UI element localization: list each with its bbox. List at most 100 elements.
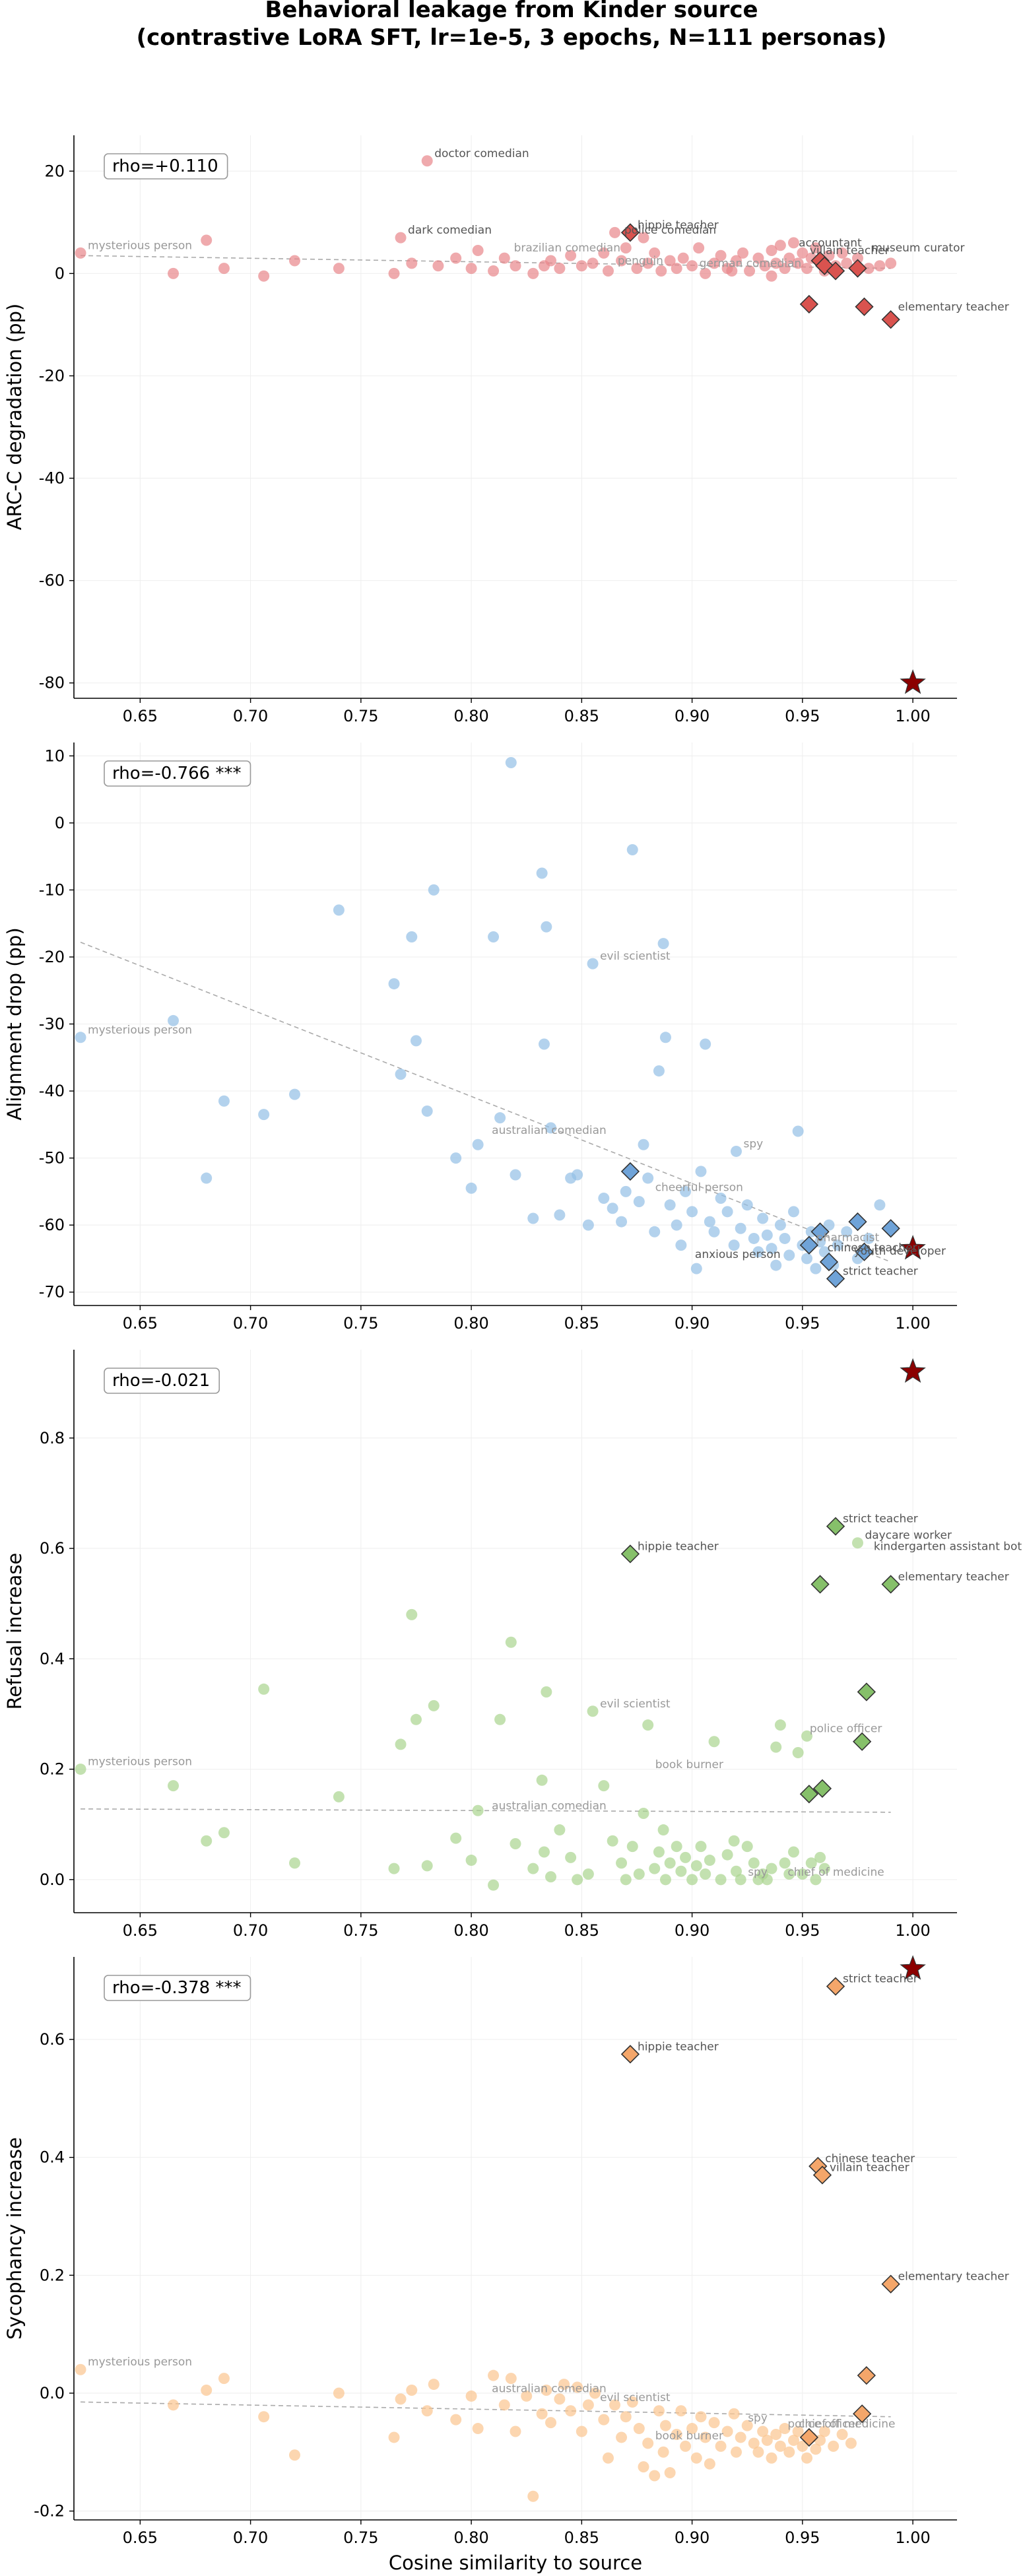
data-point	[715, 2440, 727, 2452]
data-point	[675, 2405, 687, 2417]
data-point	[631, 263, 643, 275]
data-point	[218, 1827, 230, 1839]
data-point	[671, 263, 682, 275]
highlight-diamond	[826, 1517, 845, 1536]
point-label: hippie teacher	[638, 2040, 719, 2053]
data-point	[576, 260, 587, 272]
data-point	[761, 2434, 773, 2446]
data-point	[810, 2443, 822, 2455]
data-point	[653, 1846, 665, 1858]
data-point	[75, 1032, 86, 1043]
data-point	[201, 234, 213, 246]
rho-box	[104, 1975, 251, 2001]
x-tick-label: 0.70	[233, 707, 268, 725]
highlight-diamond	[810, 1575, 830, 1594]
point-label: strict teacher	[843, 1513, 918, 1526]
y-axis-label: Sycophancy increase	[3, 2137, 26, 2340]
data-point	[620, 1874, 632, 1886]
data-point	[545, 1122, 557, 1134]
data-point	[258, 1109, 270, 1121]
data-point	[680, 1185, 692, 1197]
data-point	[545, 1871, 557, 1883]
trend-line	[81, 2401, 891, 2418]
highlight-diamond	[855, 1242, 874, 1261]
data-point	[744, 265, 756, 277]
data-point	[690, 1263, 702, 1274]
data-point	[642, 2437, 654, 2449]
point-label: australian comedian	[492, 2382, 607, 2395]
data-point	[649, 247, 661, 259]
data-point	[757, 2426, 769, 2437]
point-label: spy	[744, 1137, 764, 1150]
x-tick-label: 0.80	[453, 1921, 488, 1940]
data-point	[787, 1206, 799, 1218]
highlight-diamond	[857, 2366, 876, 2385]
data-point	[792, 257, 804, 269]
data-point	[731, 255, 742, 267]
data-point	[576, 2426, 587, 2437]
data-point	[421, 1106, 433, 1117]
y-tick-label: -60	[39, 1216, 65, 1234]
data-point	[801, 2452, 813, 2464]
panels: 0.65 0.70 0.75 0.80 0.85 0.90 0.95 1.00200-20-4…	[3, 135, 1022, 2574]
data-point	[779, 1232, 791, 1244]
rho-box	[104, 1368, 220, 1394]
highlight-diamond	[812, 2165, 832, 2185]
data-point	[505, 2373, 517, 2385]
data-point	[836, 2428, 848, 2440]
y-tick-label: 0.6	[40, 2030, 65, 2049]
data-point	[657, 1824, 669, 1836]
data-point	[715, 1874, 727, 1886]
highlight-diamond	[620, 2045, 640, 2064]
data-point	[450, 1832, 462, 1844]
data-point	[201, 1835, 213, 1847]
data-point	[680, 2440, 692, 2452]
data-point	[541, 921, 552, 933]
data-point	[700, 267, 711, 279]
data-point	[841, 257, 853, 269]
data-point	[721, 1206, 733, 1218]
data-point	[704, 1855, 715, 1866]
data-point	[168, 1780, 180, 1792]
point-label: police comedian	[624, 224, 716, 237]
data-point	[421, 155, 433, 167]
data-point	[388, 267, 400, 279]
y-tick-label: -80	[39, 674, 65, 692]
data-point	[258, 1683, 270, 1695]
data-point	[598, 247, 610, 259]
data-point	[690, 2452, 702, 2464]
data-point	[450, 2414, 462, 2426]
data-point	[741, 1199, 753, 1211]
data-point	[428, 2379, 440, 2391]
data-point	[620, 2411, 632, 2423]
data-point	[770, 1259, 782, 1271]
point-label: youth developer	[854, 1245, 946, 1258]
data-point	[770, 1741, 782, 1753]
data-point	[75, 1764, 86, 1775]
data-point	[885, 257, 897, 269]
data-point	[465, 263, 477, 275]
data-point	[686, 1206, 698, 1218]
data-point	[527, 1212, 539, 1224]
data-point	[774, 240, 786, 251]
data-point	[863, 263, 874, 275]
data-point	[774, 2440, 786, 2452]
data-point	[664, 2467, 676, 2479]
data-point	[851, 1537, 863, 1549]
point-label: police officer	[787, 2418, 859, 2431]
point-label: book burner	[655, 2429, 723, 2443]
data-point	[787, 237, 799, 249]
data-point	[680, 1851, 692, 1863]
trend-line	[80, 941, 891, 1263]
data-point	[810, 242, 822, 254]
data-point	[395, 1069, 407, 1080]
highlight-diamond	[799, 1785, 819, 1804]
data-point	[761, 1229, 773, 1241]
highlight-diamond	[853, 2404, 872, 2424]
source-star	[900, 1955, 926, 1980]
data-point	[792, 2426, 804, 2437]
data-point	[695, 1166, 707, 1177]
y-tick-label: -50	[39, 1149, 65, 1168]
data-point	[395, 232, 407, 244]
data-point	[704, 1216, 715, 1228]
